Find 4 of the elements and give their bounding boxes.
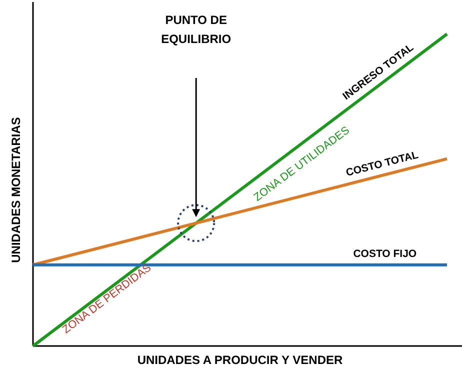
series-label: COSTO FIJO: [353, 248, 417, 260]
y-axis-title: UNIDADES MONETARIAS: [9, 117, 23, 263]
annotation: PUNTO DE EQUILIBRIO: [161, 13, 232, 46]
x-axis-title: UNIDADES A PRODUCIR Y VENDER: [137, 353, 344, 367]
